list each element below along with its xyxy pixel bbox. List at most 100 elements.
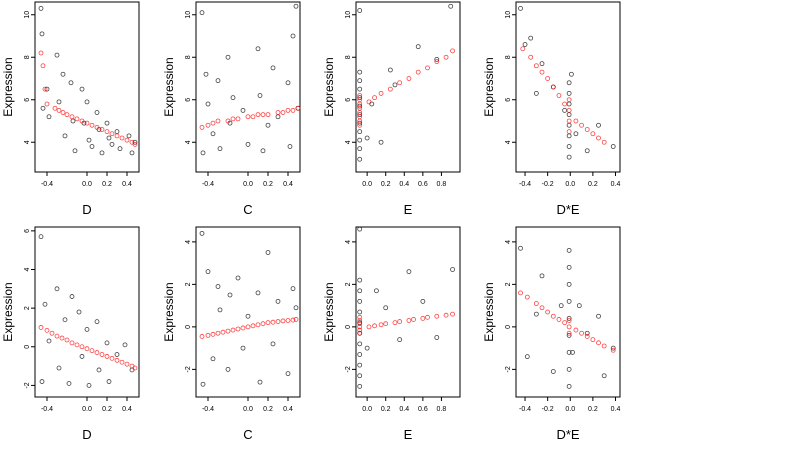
fitted-point [74,116,80,122]
panel-8: -0.4 -0.2 0.0 0.2 0.4 -2 0 2 4 D*E Expression [482,226,621,442]
fitted-point [383,321,389,327]
observed-point [566,144,572,149]
observed-point [568,71,574,77]
fitted-point [52,105,58,111]
fitted-point [434,59,440,64]
fitted-point [610,347,616,353]
fitted-point [562,320,568,326]
observed-point [86,383,92,388]
plot-frame [515,1,621,173]
fitted-point [54,333,60,339]
observed-point [99,150,105,156]
fitted-point [255,322,261,328]
observed-point [265,250,271,255]
y-tick-label: 0 [185,325,192,329]
fitted-point [250,323,256,329]
fitted-point [378,90,384,96]
fitted-point [566,324,572,330]
observed-point [240,107,246,113]
x-tick-label: 0.4 [399,406,409,413]
fitted-point [60,110,66,115]
fitted-point [124,137,130,143]
fitted-point [285,107,291,113]
fitted-point [573,327,579,333]
observed-point [245,141,251,147]
y-tick-label: 10 [24,11,31,19]
fitted-point [84,120,90,126]
fitted-point [378,322,384,328]
observed-point [79,354,85,359]
observed-point [357,341,363,347]
panel-5: -0.4 0.0 0.2 0.4 -2 0 2 4 6 D Expression [1,226,140,442]
y-tick-label: 8 [505,55,512,59]
y-axis-label: Expression [482,282,496,341]
observed-point [205,101,211,107]
observed-point [566,332,572,338]
y-axis-label: Expression [322,57,336,116]
observed-point [132,139,138,145]
y-tick-label: 4 [24,267,31,271]
observed-point [601,373,607,379]
fitted-point [539,305,545,311]
fitted-point [44,327,50,333]
fitted-point [220,329,226,335]
observed-point [275,114,281,120]
fitted-point [265,320,271,326]
observed-point [610,345,616,351]
fitted-point [79,118,85,124]
fitted-point [545,309,551,315]
fitted-point [245,324,251,330]
fitted-point [109,355,115,361]
y-tick-label: 8 [24,55,31,59]
observed-point [106,135,112,141]
y-axis-label: Expression [1,282,15,341]
x-tick-label: 0.0 [565,181,575,188]
observed-point [230,95,236,101]
x-tick-label: 0.4 [399,181,409,188]
observed-point [397,337,403,343]
observed-point [357,137,363,143]
fitted-point [566,330,572,336]
fitted-point [199,334,205,339]
fitted-point [411,317,416,322]
fitted-point [210,331,216,337]
x-tick-label: 0.0 [243,181,253,188]
x-tick-label: -0.4 [202,406,214,413]
x-tick-label: 0.2 [588,181,598,188]
observed-point [584,148,590,154]
observed-point [533,311,539,317]
observed-point [610,144,616,149]
fitted-point [357,327,363,333]
observed-point [285,371,291,377]
observed-point [106,379,112,384]
observed-point [434,56,440,62]
x-tick-label: 0.4 [611,181,621,188]
observed-point [573,131,579,137]
plot-frame [34,1,140,173]
y-tick-label: -2 [345,366,352,372]
y-axis-label: Expression [162,282,176,341]
fitted-point [94,124,100,130]
x-tick-label: 0.0 [82,181,92,188]
observed-point [42,301,48,307]
observed-point [566,247,572,253]
observed-point [566,101,572,107]
fitted-point [205,122,211,128]
observed-point [60,71,66,77]
panel-6: -0.4 0.0 0.2 0.4 -2 0 2 4 C Expression [162,226,301,442]
fitted-point [240,325,246,331]
fitted-point [366,99,372,105]
fitted-point [443,54,449,60]
fitted-point [79,344,85,350]
observed-point [257,93,263,98]
fitted-point [260,321,266,327]
fitted-point [596,135,601,141]
observed-point [420,298,426,304]
observed-point [235,275,241,281]
x-axis-label: C [243,427,252,442]
fitted-point [556,317,562,322]
observed-point [539,61,545,67]
observed-point [369,101,375,107]
observed-point [126,133,132,139]
observed-point [357,8,363,13]
